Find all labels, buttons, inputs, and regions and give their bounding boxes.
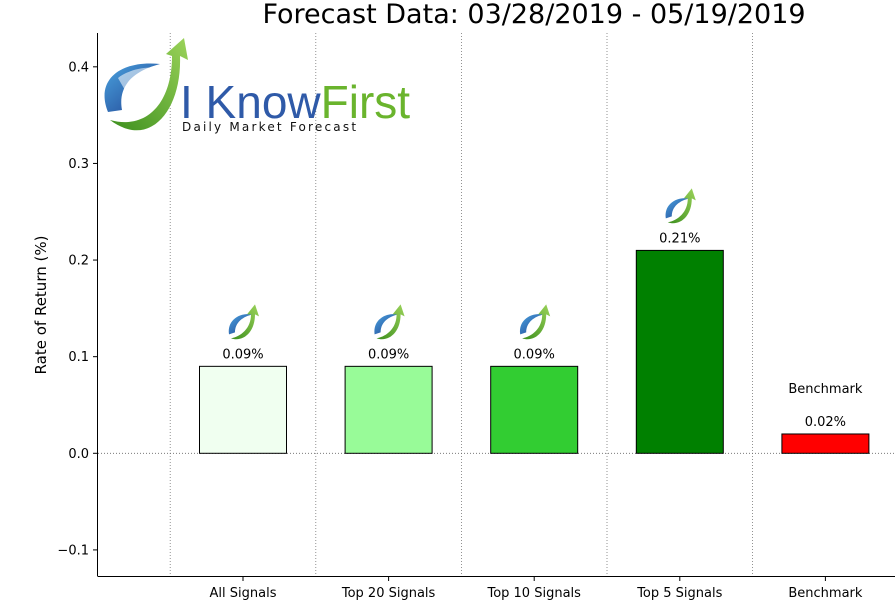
bar-value-label: 0.21% bbox=[659, 231, 700, 246]
benchmark-annotation: Benchmark bbox=[788, 382, 863, 397]
y-axis-label: Rate of Return (%) bbox=[32, 236, 50, 375]
x-axis-ticks: All Signals Top 20 Signals Top 10 Signals T… bbox=[210, 576, 863, 601]
y-tick-label: 0.3 bbox=[68, 157, 89, 172]
y-tick-label: 0.1 bbox=[68, 350, 89, 365]
bar-logo-icon bbox=[374, 304, 405, 340]
bar bbox=[781, 433, 870, 454]
annotations: Benchmark bbox=[788, 382, 863, 397]
y-tick-label: 0.2 bbox=[68, 254, 89, 269]
bar bbox=[635, 249, 724, 454]
logo-tagline: Daily Market Forecast bbox=[182, 120, 358, 134]
logo-swoosh-icon bbox=[104, 38, 188, 131]
chart-title: Forecast Data: 03/28/2019 - 05/19/2019 bbox=[262, 0, 805, 30]
svg-text:I KnowFirst: I KnowFirst bbox=[180, 76, 410, 128]
bar bbox=[199, 365, 287, 454]
x-tick-label: All Signals bbox=[210, 586, 277, 601]
grid-lines bbox=[169, 33, 753, 576]
bar-value-label: 0.09% bbox=[514, 347, 555, 362]
brand-logo: I KnowFirst Daily Market Forecast bbox=[104, 38, 410, 134]
y-tick-label: 0.4 bbox=[68, 60, 89, 75]
bar-logo-icon bbox=[519, 304, 551, 340]
bar bbox=[344, 365, 433, 454]
y-tick-label: 0.0 bbox=[68, 447, 89, 462]
data-labels: 0.09% 0.09% 0.09% 0.21% 0.02% bbox=[222, 231, 846, 430]
logo-word-2: First bbox=[321, 76, 411, 128]
x-tick-label: Benchmark bbox=[788, 586, 863, 601]
bar-value-label: 0.02% bbox=[805, 415, 846, 430]
bar bbox=[490, 365, 579, 454]
bar-logo-icon bbox=[665, 188, 696, 224]
x-tick-label: Top 10 Signals bbox=[486, 586, 581, 601]
bar-value-label: 0.09% bbox=[222, 347, 263, 362]
bars bbox=[199, 249, 870, 454]
y-tick-label: −0.1 bbox=[57, 543, 89, 558]
bar-logo-icon bbox=[228, 304, 259, 340]
bar-icons bbox=[228, 188, 696, 340]
y-axis-ticks: −0.1 0.0 0.1 0.2 0.3 0.4 bbox=[57, 60, 98, 558]
x-tick-label: Top 20 Signals bbox=[341, 586, 436, 601]
logo-word-1: I Know bbox=[180, 76, 321, 128]
bar-value-label: 0.09% bbox=[368, 347, 409, 362]
x-tick-label: Top 5 Signals bbox=[636, 586, 722, 601]
